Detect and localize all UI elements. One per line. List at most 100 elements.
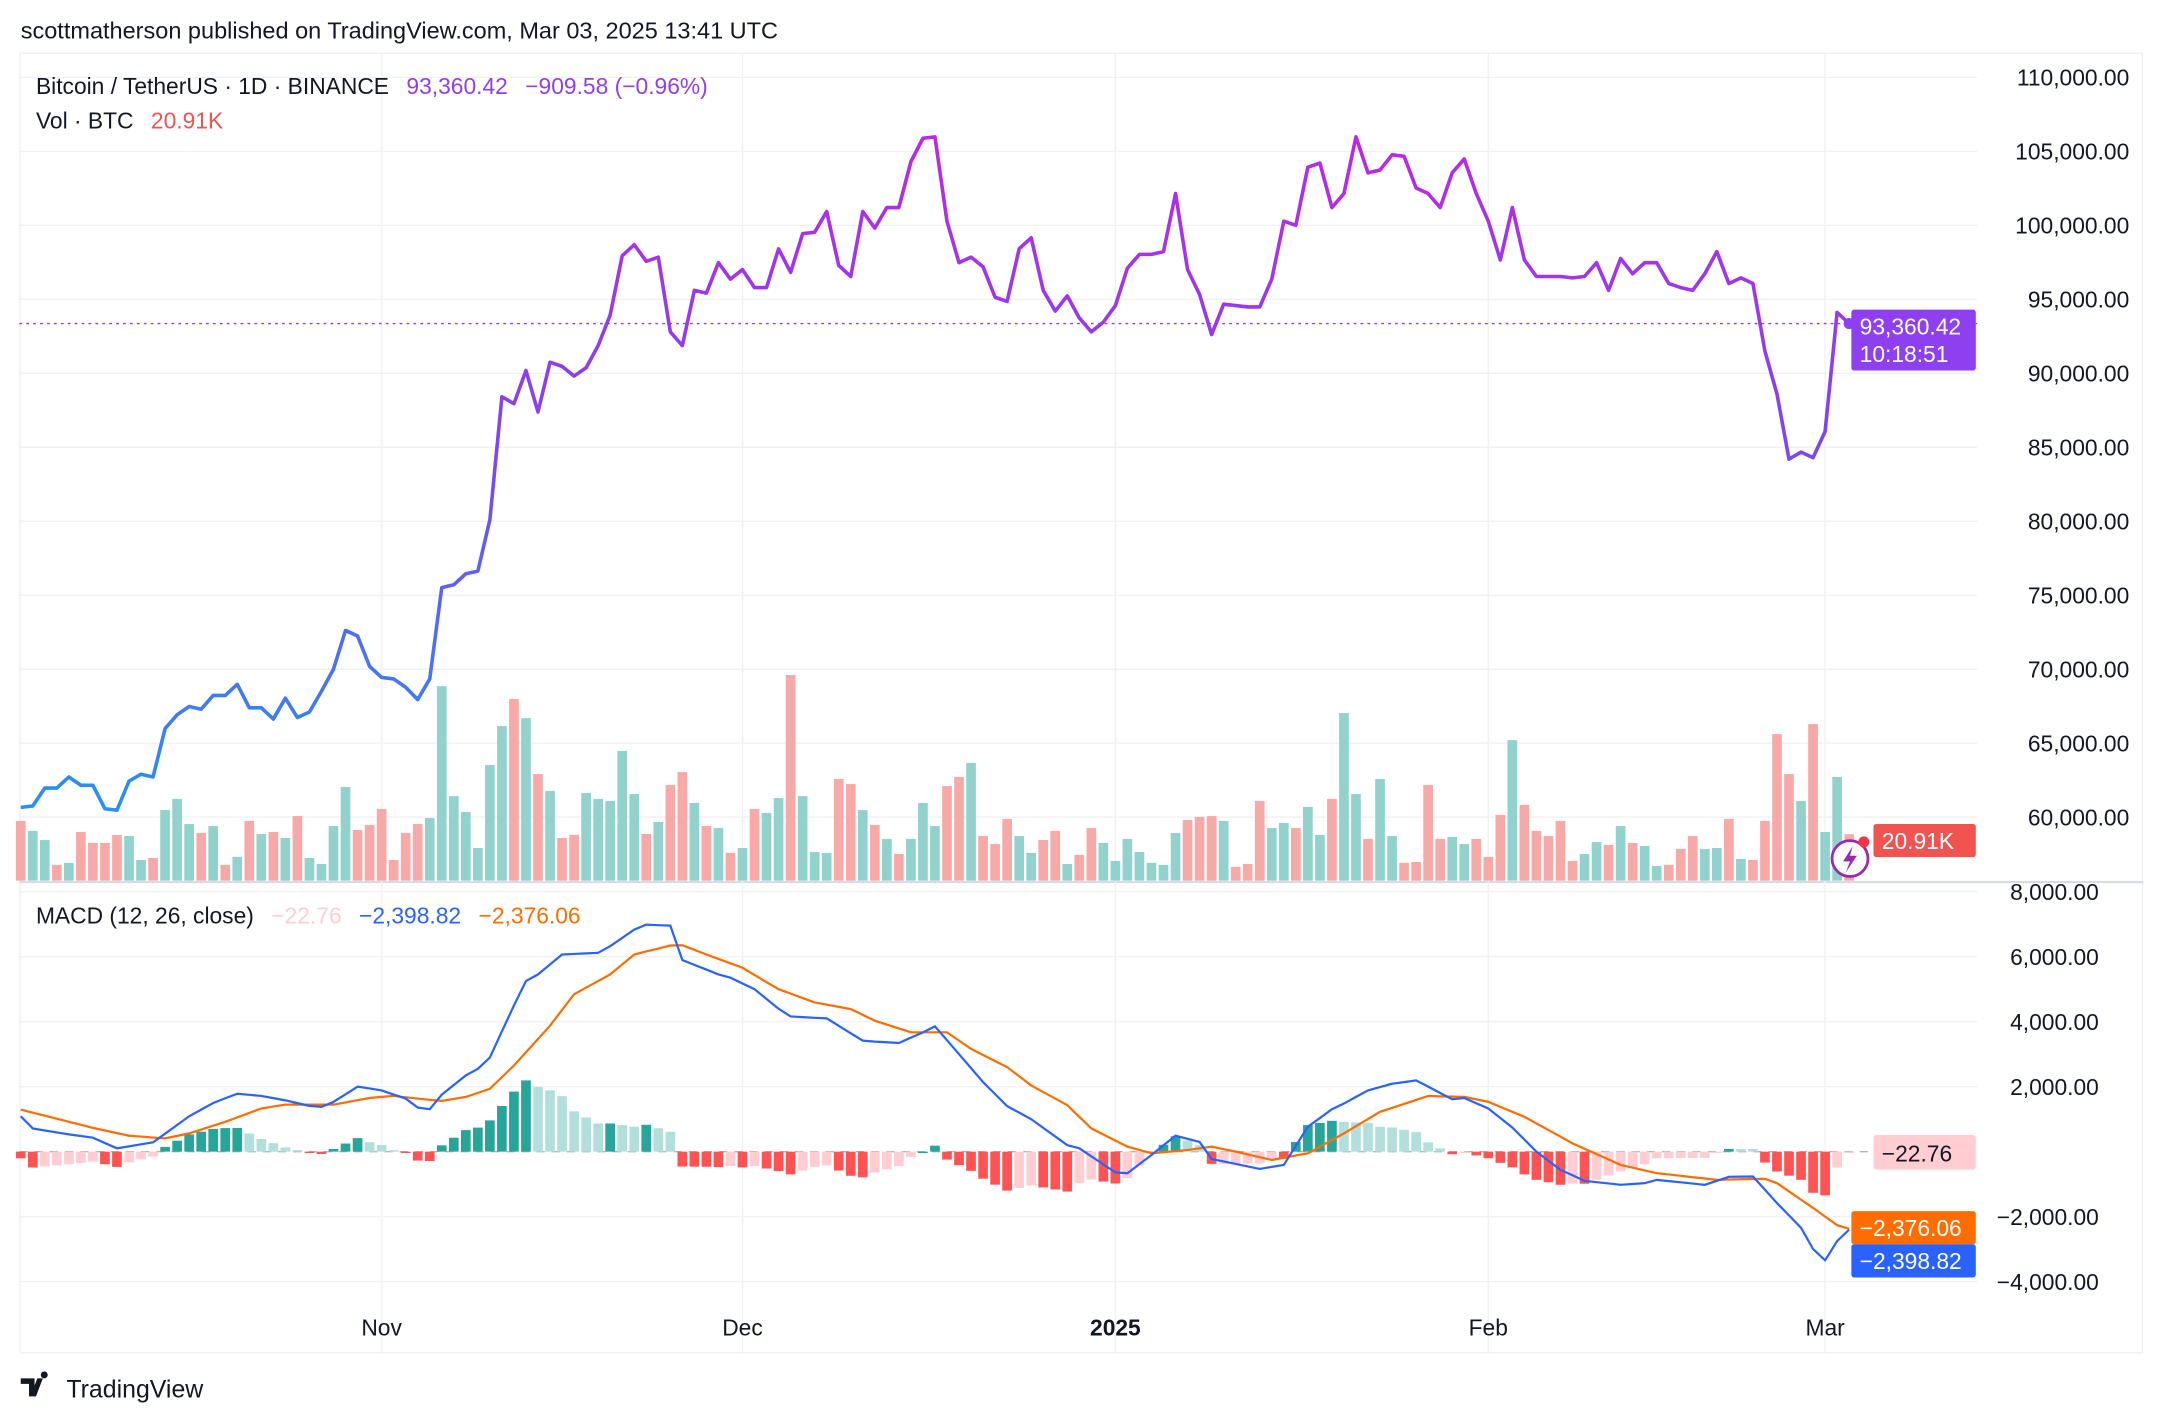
price-tick-label: 105,000.00 — [2015, 139, 2129, 165]
volume-bar — [244, 820, 255, 881]
macd-histogram-bar — [1387, 1127, 1397, 1152]
macd-histogram-bar — [593, 1123, 603, 1152]
volume-bar — [1182, 820, 1193, 881]
volume-bar — [918, 802, 928, 881]
macd-histogram-bar — [797, 1151, 808, 1171]
volume-bar — [364, 824, 375, 881]
macd-histogram-bar — [340, 1143, 351, 1152]
bar-countdown: 10:18:51 — [1860, 341, 1949, 367]
macd-histogram-bar — [460, 1130, 471, 1152]
volume-bar — [1507, 740, 1518, 881]
volume-bar — [268, 832, 279, 881]
macd-histogram-bar — [533, 1087, 543, 1152]
macd-histogram-bar — [1134, 1151, 1145, 1166]
macd-histogram-bar — [1266, 1151, 1277, 1159]
macd-histogram-bar — [869, 1151, 880, 1173]
macd-histogram-bar — [1567, 1151, 1578, 1184]
macd-histogram-bar — [1435, 1148, 1446, 1152]
macd-histogram-bar — [424, 1151, 435, 1162]
volume-bar — [473, 848, 483, 881]
volume-bar — [1014, 836, 1024, 881]
macd-histogram-bar — [39, 1151, 50, 1167]
price-tick-label: 65,000.00 — [2028, 730, 2129, 756]
macd-histogram-bar — [1411, 1132, 1421, 1152]
macd-histogram-bar — [1278, 1151, 1289, 1159]
macd-histogram-bar — [256, 1139, 267, 1152]
volume-bar — [845, 784, 856, 881]
volume-bar — [1832, 776, 1842, 881]
macd-histogram-bar — [376, 1145, 387, 1152]
volume-bar — [857, 810, 868, 881]
macd-histogram-bar — [821, 1151, 832, 1166]
tradingview-logo[interactable]: TradingView — [20, 1371, 205, 1404]
price-tick-label: 70,000.00 — [2028, 656, 2129, 682]
volume-bar — [1146, 862, 1157, 881]
macd-line — [19, 923, 1850, 1263]
price-tick-label: 80,000.00 — [2028, 509, 2129, 535]
volume-bar — [1363, 838, 1373, 881]
macd-histogram-bar — [136, 1151, 146, 1160]
volume-bar — [100, 842, 110, 881]
volume-bar — [1471, 838, 1482, 881]
volume-bar — [1736, 858, 1746, 881]
lightning-icon[interactable] — [1830, 836, 1870, 878]
price-badge: 93,360.42 10:18:51 — [1851, 309, 1976, 371]
macd-histogram-bar — [1074, 1151, 1085, 1184]
volume-bar — [1206, 816, 1217, 881]
volume-bar — [460, 812, 471, 881]
volume-bar — [196, 832, 207, 881]
volume-bar — [184, 824, 194, 881]
volume-bar — [15, 820, 26, 881]
volume-bar — [725, 852, 736, 881]
volume-bar — [1074, 854, 1085, 881]
volume-bar — [557, 838, 567, 881]
macd-histogram-bar — [966, 1151, 976, 1171]
macd-title[interactable]: MACD (12, 26, close) — [36, 903, 254, 929]
macd-histogram-bar — [906, 1151, 916, 1157]
macd-histogram-bar — [701, 1151, 712, 1167]
volume-bar — [653, 822, 664, 881]
macd-histogram-bar — [605, 1123, 616, 1152]
macd-histogram-bar — [581, 1117, 591, 1152]
volume-bar — [641, 834, 652, 881]
volume-bar — [1387, 836, 1397, 881]
volume-bar — [1555, 820, 1566, 881]
volume-bar — [316, 864, 327, 881]
macd-hist-value: −22.76 — [271, 903, 341, 929]
macd-histogram-bar — [1495, 1151, 1506, 1163]
macd-histogram-bar — [1098, 1151, 1109, 1182]
macd-histogram-bar — [557, 1096, 567, 1152]
macd-histogram-bar — [1303, 1125, 1313, 1152]
macd-histogram-bar — [1399, 1129, 1409, 1152]
macd-histogram-bar — [184, 1134, 194, 1152]
volume-bar — [906, 838, 916, 881]
volume-bar — [1098, 842, 1109, 881]
time-tick-label: 2025 — [1090, 1315, 1141, 1341]
macd-histogram-bar — [761, 1151, 772, 1169]
macd-histogram-bar — [990, 1151, 1000, 1185]
price-legend[interactable]: Bitcoin / TetherUS · 1D · BINANCE 93,360… — [36, 73, 708, 134]
volume-bar — [593, 798, 603, 881]
macd-histogram-bar — [208, 1128, 219, 1152]
macd-legend[interactable]: MACD (12, 26, close) −22.76 −2,398.82 −2… — [36, 903, 581, 929]
macd-histogram-bar — [51, 1151, 62, 1166]
macd-histogram-bar — [1687, 1151, 1698, 1159]
macd-histogram-bar — [268, 1143, 279, 1152]
volume-bar — [581, 792, 591, 881]
price-tick-label: 75,000.00 — [2028, 582, 2129, 608]
volume-bar — [1327, 798, 1337, 881]
symbol-title[interactable]: Bitcoin / TetherUS · 1D · BINANCE — [36, 73, 389, 99]
macd-histogram-bar — [1014, 1151, 1024, 1189]
volume-bar — [1411, 862, 1421, 881]
volume-bar — [328, 826, 339, 881]
volume-bar — [112, 834, 122, 881]
volume-bar — [881, 838, 892, 881]
volume-bar — [942, 786, 952, 881]
volume-bar — [136, 860, 146, 881]
volume-title[interactable]: Vol · BTC — [36, 108, 134, 134]
macd-histogram-bar — [1447, 1151, 1458, 1155]
volume-bar — [148, 858, 158, 881]
macd-histogram-bar — [292, 1150, 303, 1152]
volume-bar — [400, 832, 411, 881]
